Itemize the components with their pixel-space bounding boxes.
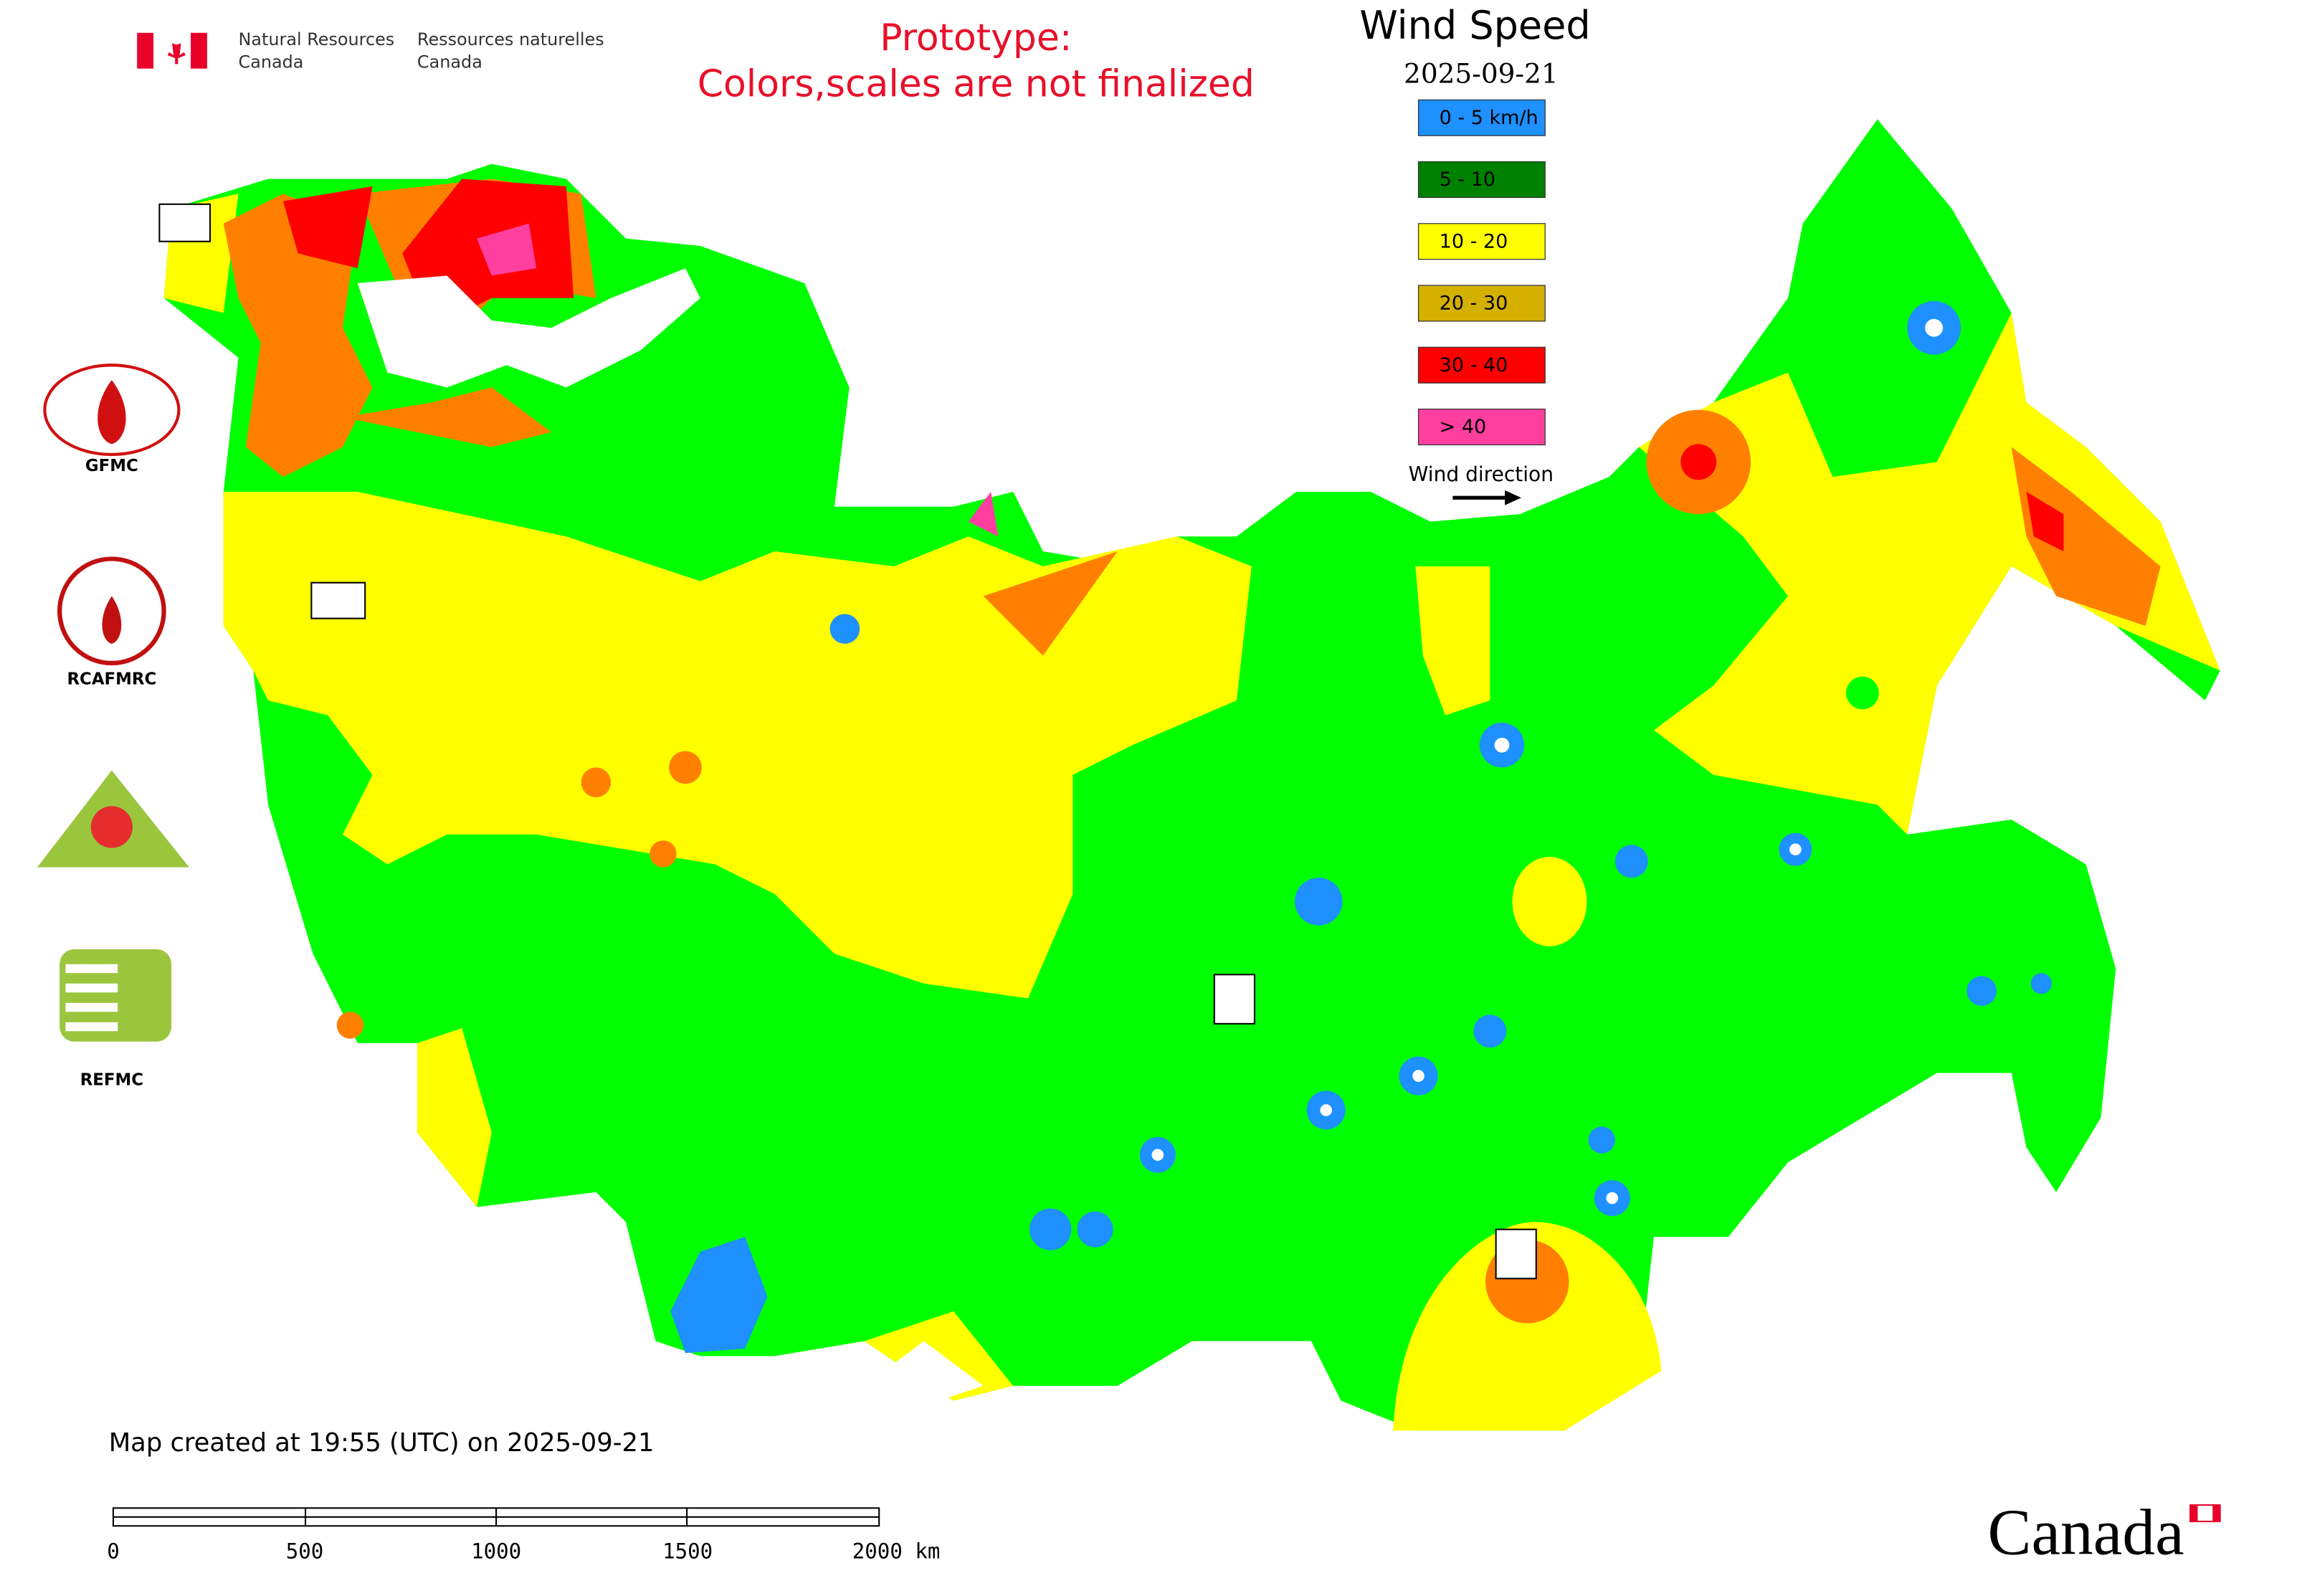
legend-title: Wind Speed bbox=[1359, 3, 1590, 48]
created-note: Map created at 19:55 (UTC) on 2025-09-21 bbox=[109, 1428, 655, 1458]
canada-wordmark: Canada bbox=[1987, 1496, 2221, 1569]
wind-map-shape bbox=[357, 268, 700, 388]
wind-map-shape bbox=[1680, 444, 1717, 480]
wind-map-shape bbox=[670, 1237, 768, 1354]
notice: Colors,scales are not finalized bbox=[698, 63, 1255, 106]
legend: Wind Speed 2025-09-21 Wind direction 0 -… bbox=[1359, 3, 1591, 505]
wind-map-shape bbox=[477, 223, 537, 276]
wind-map-shape bbox=[1029, 1208, 1072, 1250]
scale-label: 1000 bbox=[471, 1539, 521, 1564]
center-markers-shape bbox=[1495, 1228, 1537, 1280]
canada-wordmark-shape bbox=[2190, 1505, 2198, 1522]
wind-map-shape bbox=[1846, 676, 1879, 710]
logos: GFMC RCAFMRC REFMC bbox=[37, 364, 189, 1089]
wind-map-shape bbox=[829, 614, 860, 644]
legend-swatch bbox=[1417, 346, 1546, 384]
legend-swatch bbox=[1417, 161, 1546, 199]
wind-map-shape bbox=[968, 491, 999, 537]
wind-map-shape bbox=[2011, 447, 2161, 626]
wind-map-shape bbox=[223, 491, 1252, 999]
wind-map-shape bbox=[1614, 845, 1648, 878]
agency-en: Natural Resources bbox=[239, 29, 395, 49]
legend-label: 10 - 20 bbox=[1440, 230, 1508, 252]
legend-label: > 40 bbox=[1440, 416, 1487, 438]
center-markers-shape bbox=[158, 203, 211, 242]
wind-map-shape bbox=[2026, 491, 2064, 552]
logo-label: REFMC bbox=[80, 1070, 143, 1089]
agency-fr: Canada bbox=[417, 52, 482, 72]
wind-map-shape bbox=[1412, 1070, 1425, 1082]
wind-map-shape bbox=[581, 767, 612, 797]
logos-shape bbox=[65, 964, 118, 974]
legend-swatch bbox=[1417, 223, 1546, 260]
wind-map-shape bbox=[1415, 566, 1490, 716]
logos-shape bbox=[65, 1022, 118, 1032]
wind-map-shape bbox=[1925, 318, 1944, 337]
wind-map-shape bbox=[1606, 1192, 1619, 1205]
logo-label: GFMC bbox=[85, 457, 138, 475]
direction-label: Wind direction bbox=[1409, 462, 1554, 486]
wind-map-shape bbox=[1588, 1126, 1615, 1154]
nrcan-signature-shape bbox=[191, 32, 207, 69]
legend-label: 5 - 10 bbox=[1440, 168, 1495, 191]
wind-map-shape bbox=[650, 840, 677, 868]
wind-map-shape bbox=[1151, 1149, 1164, 1162]
wind-map-shape bbox=[1639, 313, 2220, 835]
legend-label: 20 - 30 bbox=[1440, 293, 1508, 315]
wind-map-shape bbox=[1512, 857, 1587, 946]
nrcan-signature-shape bbox=[167, 37, 186, 65]
wind-map-shape bbox=[343, 387, 551, 447]
logos-shape bbox=[90, 806, 133, 848]
wind-map-shape bbox=[1473, 1015, 1507, 1048]
logos-shape bbox=[65, 983, 118, 993]
wind-map-shape bbox=[2030, 973, 2052, 994]
center-markers-shape bbox=[310, 581, 366, 619]
wind-map-shape bbox=[336, 1012, 364, 1039]
legend-date: 2025-09-21 bbox=[1404, 58, 1559, 90]
wind-map-shape bbox=[864, 1341, 984, 1416]
wind-map-shape bbox=[669, 751, 702, 784]
logos-shape bbox=[65, 1002, 118, 1012]
wind-map-shape bbox=[1789, 843, 1802, 856]
wind-map-shape bbox=[223, 194, 373, 478]
nrcan-signature: Natural Resources Canada Ressources natu… bbox=[137, 29, 604, 72]
wind-map-shape bbox=[1077, 1211, 1113, 1248]
nrcan-signature-shape bbox=[137, 32, 154, 69]
legend-swatch bbox=[1417, 285, 1546, 322]
direction-arrow bbox=[1505, 490, 1521, 505]
scale-label: 2000 km bbox=[852, 1539, 941, 1564]
legend-swatch bbox=[1417, 99, 1546, 136]
notice: Prototype: bbox=[880, 16, 1072, 60]
logos-shape bbox=[97, 380, 126, 445]
agency-en: Canada bbox=[239, 52, 304, 72]
scale-label: 0 bbox=[107, 1539, 120, 1564]
wind-map-shape bbox=[1320, 1104, 1333, 1116]
logos-shape bbox=[102, 596, 122, 644]
wind-map-shape bbox=[1393, 1222, 1662, 1431]
wind-map-shape bbox=[1966, 976, 1997, 1006]
wind-map-shape bbox=[282, 186, 373, 269]
legend-label: 0 - 5 km/h bbox=[1440, 107, 1538, 129]
center-markers bbox=[158, 203, 1537, 1280]
wordmark: Canada bbox=[1987, 1496, 2184, 1569]
wind-map bbox=[163, 119, 2220, 1431]
scale-bar: 0 500 1000 1500 2000 km bbox=[107, 1507, 941, 1564]
wind-map-shape bbox=[983, 551, 1118, 656]
agency-fr: Ressources naturelles bbox=[417, 29, 604, 49]
legend-label: 30 - 40 bbox=[1440, 354, 1508, 376]
scale-label: 500 bbox=[286, 1539, 324, 1564]
wind-map-shape bbox=[417, 1028, 492, 1207]
canada-wordmark-shape bbox=[2212, 1505, 2220, 1522]
logo-label: RCAFMRC bbox=[67, 670, 156, 688]
wind-map-shape bbox=[1295, 878, 1343, 926]
center-markers-shape bbox=[1213, 974, 1255, 1025]
legend-swatch bbox=[1417, 408, 1546, 446]
scale-label: 1500 bbox=[662, 1539, 713, 1564]
wind-map-shape bbox=[1494, 737, 1510, 753]
